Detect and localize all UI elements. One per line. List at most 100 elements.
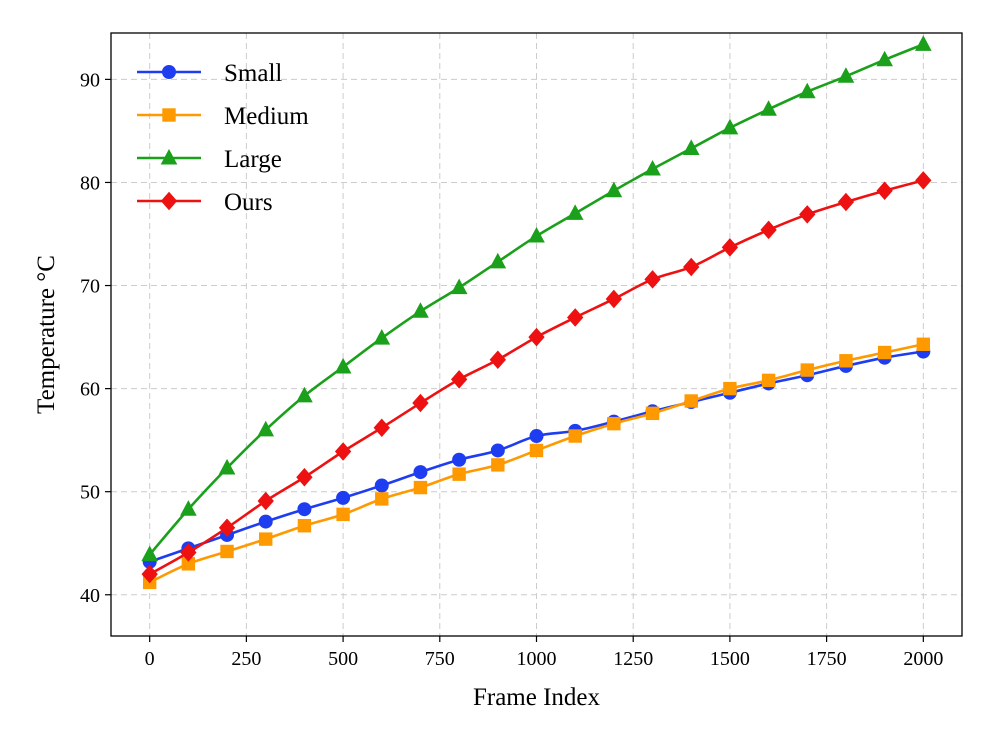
data-point-ours: [296, 468, 313, 487]
data-point-medium: [839, 354, 853, 368]
data-point-ours: [799, 205, 816, 224]
y-tick-label: 70: [80, 276, 100, 298]
data-point-large: [837, 67, 855, 83]
data-point-medium: [491, 458, 505, 472]
data-point-medium: [259, 532, 273, 546]
series-ours: [141, 171, 932, 584]
data-point-large: [605, 181, 623, 198]
data-point-ours: [218, 518, 236, 538]
data-point-ours: [760, 220, 777, 240]
data-point-large: [296, 386, 313, 403]
legend-label-large: Large: [224, 146, 282, 173]
data-point-large: [798, 82, 816, 99]
data-point-medium: [220, 544, 234, 559]
y-tick-label: 40: [80, 585, 100, 607]
y-axis-title: Temperature °C: [33, 255, 60, 414]
series-medium: [142, 337, 931, 590]
series-large: [141, 35, 932, 562]
x-tick-label: 1000: [517, 648, 557, 670]
data-point-large: [489, 252, 507, 269]
data-point-ours: [489, 350, 506, 370]
data-point-small: [413, 465, 428, 480]
legend-item-ours: Ours: [137, 189, 273, 216]
x-tick-label: 250: [231, 648, 261, 670]
data-point-large: [644, 160, 661, 176]
data-point-ours: [450, 370, 468, 389]
x-tick-label: 1500: [710, 648, 750, 670]
data-point-large: [334, 357, 352, 374]
data-point-large: [141, 545, 159, 562]
legend-item-large: Large: [137, 146, 282, 173]
data-point-medium: [723, 381, 737, 396]
data-point-ours: [180, 543, 197, 562]
x-tick-label: 1250: [613, 648, 653, 670]
data-point-small: [374, 478, 389, 493]
data-point-ours: [876, 181, 893, 200]
data-point-medium: [607, 416, 621, 431]
data-point-ours: [837, 192, 855, 212]
series-layer: [141, 35, 932, 590]
data-point-ours: [915, 171, 932, 190]
data-point-medium: [413, 480, 428, 495]
data-point-medium: [452, 467, 466, 481]
data-point-medium: [877, 345, 892, 360]
data-point-large: [180, 500, 197, 516]
data-point-large: [257, 420, 275, 437]
data-point-ours: [605, 289, 623, 309]
data-point-medium: [645, 406, 660, 421]
legend-label-small: Small: [224, 60, 282, 87]
x-tick-label: 1750: [807, 648, 847, 670]
data-point-medium: [375, 492, 389, 506]
x-tick-label: 0: [145, 648, 155, 670]
legend-marker-ours: [160, 191, 178, 211]
data-point-small: [490, 443, 505, 458]
y-tick-label: 90: [80, 69, 100, 91]
data-point-small: [297, 502, 312, 517]
data-point-ours: [567, 308, 584, 327]
data-point-large: [914, 35, 932, 51]
legend-item-medium: Medium: [137, 103, 309, 130]
data-point-ours: [257, 491, 274, 511]
legend-item-small: Small: [137, 60, 282, 87]
data-point-medium: [568, 429, 582, 443]
data-point-ours: [528, 327, 545, 347]
data-point-medium: [800, 363, 814, 377]
data-point-ours: [412, 393, 429, 413]
data-point-large: [373, 329, 391, 345]
data-point-ours: [644, 270, 661, 289]
data-point-medium: [761, 373, 776, 388]
data-point-small: [336, 490, 351, 505]
data-point-large: [721, 118, 739, 135]
legend-marker-small: [162, 65, 176, 79]
y-tick-label: 80: [80, 172, 100, 194]
data-point-medium: [297, 519, 312, 533]
legend-label-ours: Ours: [224, 189, 273, 216]
data-point-large: [760, 100, 777, 116]
data-point-ours: [721, 238, 739, 257]
data-point-large: [566, 204, 584, 220]
data-point-ours: [334, 442, 352, 461]
data-point-ours: [683, 257, 700, 277]
data-point-medium: [684, 394, 698, 408]
data-point-large: [528, 227, 545, 243]
data-point-large: [876, 50, 893, 67]
y-tick-label: 60: [80, 379, 100, 401]
data-point-small: [529, 429, 544, 444]
data-point-large: [218, 458, 236, 475]
data-point-large: [682, 139, 700, 155]
y-tick-label: 50: [80, 482, 100, 504]
x-tick-label: 750: [425, 648, 455, 670]
data-point-small: [258, 514, 273, 529]
legend: Small Medium Large Ours: [137, 60, 309, 216]
x-tick-label: 2000: [903, 648, 943, 670]
legend-marker-large: [160, 148, 178, 165]
data-point-large: [450, 278, 468, 295]
data-point-medium: [916, 337, 931, 351]
axis-ticks: 0 250 500 750 1000 1250 1500 1750 2000 40 50 60 70 80…: [80, 69, 943, 670]
data-point-medium: [336, 507, 350, 522]
data-point-medium: [529, 443, 544, 458]
data-point-ours: [373, 418, 390, 438]
data-point-small: [452, 452, 467, 467]
data-point-large: [412, 302, 429, 318]
